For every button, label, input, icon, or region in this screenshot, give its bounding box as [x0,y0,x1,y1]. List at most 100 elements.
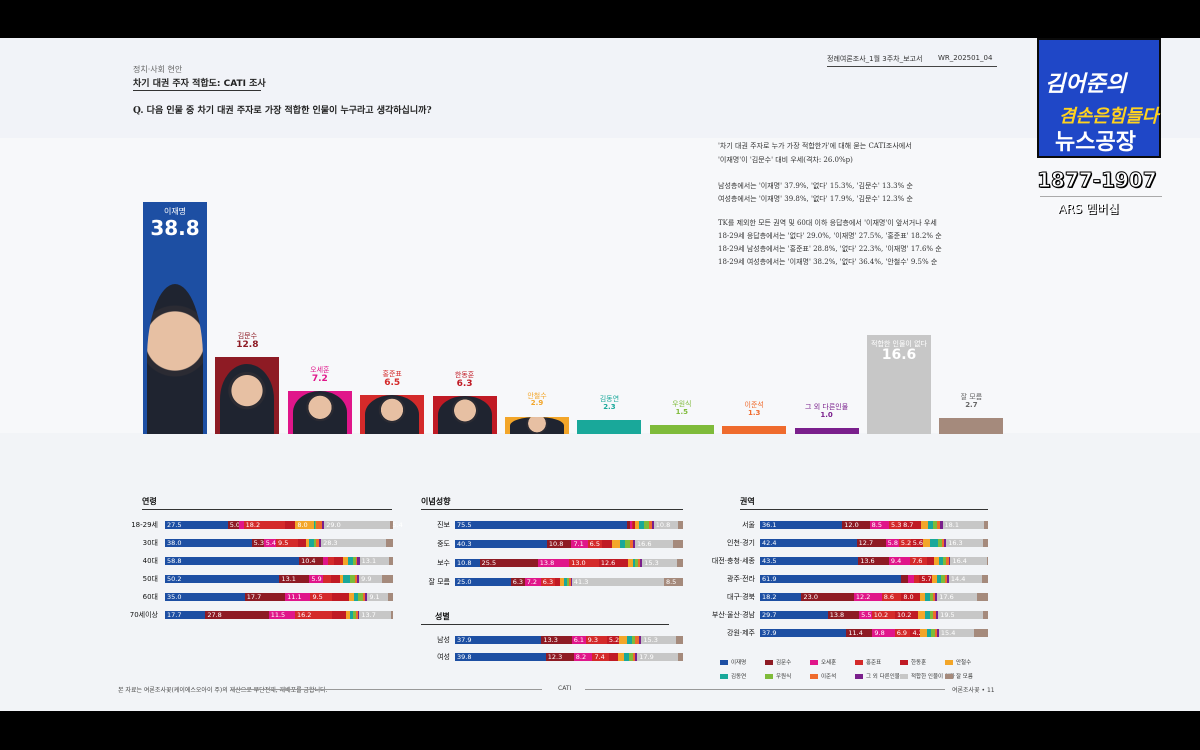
row-label: 진보 [437,521,450,529]
bar-label-이재명: 이재명 38.8 [143,207,207,239]
segment-잘 모름 [390,611,393,619]
segment-label: 9.5 [278,539,289,547]
segment-적합한 인물이 없다: 17.6 [937,593,978,601]
segment-그 외 다른인물 [319,539,322,547]
stacked-bar: 42.4 12.7 5.8 5.2 5.6 16.3 [760,539,988,547]
segment-잘 모름: 8.5 [663,578,683,586]
segment-label: 18.2 [762,593,777,601]
legend-swatch [765,659,773,665]
footer-method: CATI [558,685,572,692]
segment-우원식 [941,575,945,583]
portrait-홍준표 [365,395,420,434]
breakdown-rule [740,509,988,510]
segment-그 외 다른인물 [944,539,947,547]
ars-divider [1040,196,1162,197]
segment-우원식 [931,629,935,637]
segment-적합한 인물이 없다: 15.3 [642,559,678,567]
segment-안철수 [919,593,926,601]
bar-value: 6.3 [456,379,473,390]
bar-label-홍준표: 홍준표 6.5 [350,370,434,389]
segment-label: 13.8 [829,611,845,619]
segment-안철수 [934,557,939,565]
row-label: 30대 [142,539,158,547]
bar-value: 6.5 [384,377,401,388]
row-label: 60대 [142,593,158,601]
segment-적합한 인물이 없다: 14.4 [948,575,982,583]
segment-이재명: 38.0 [165,539,252,547]
segment-안철수 [611,540,620,548]
breakdown-title-이념성향: 이념성향 [421,497,451,506]
segment-적합한 인물이 없다: 16.3 [946,539,984,547]
breakdown-title-연령: 연령 [142,497,157,506]
segment-label: 17.6 [939,593,954,601]
legend-swatch [855,673,863,679]
segment-김동연 [309,539,314,547]
legend-swatch [720,659,728,665]
segment-적합한 인물이 없다: 9.1 [367,593,389,601]
segment-우원식 [567,578,570,586]
row-label: 70세이상 [129,611,158,619]
segment-안철수 [920,521,928,529]
bar-name: 오세훈 [310,365,330,374]
segment-적합한 인물이 없다: 10.8 [653,521,679,529]
segment-label: 4.2 [912,629,923,637]
stacked-bar: 17.7 27.8 11.5 16.2 13.7 [165,611,393,619]
portrait-김문수 [220,363,275,434]
legend-label: 안철수 [956,660,972,666]
bar-label-그 외 다른인물: 그 외 다른인물 1.0 [785,403,869,419]
bar-value: 2.9 [530,399,544,408]
bar-김동연 [577,420,642,434]
segment-오세훈: 9.4 [888,557,911,565]
phone-number: 1877-1907 [1037,168,1158,193]
segment-우원식 [353,557,356,565]
segment-label: 11.4 [848,629,863,637]
footer-disclaimer: 본 자료는 여론조사꽃(케이에스오아이 주)의 재산으로 무단전재, 재배포를 … [118,687,328,694]
segment-label: 23.0 [803,593,818,601]
segment-이재명: 27.5 [165,521,228,529]
segment-label: 61.9 [762,575,777,583]
segment-김문수: 10.4 [299,557,323,565]
segment-label: 13.6 [860,557,875,565]
segment-그 외 다른인물 [638,636,642,644]
bar-label-안철수: 안철수 2.9 [495,392,579,408]
segment-오세훈: 12.2 [853,593,882,601]
segment-김동연 [936,575,942,583]
legend-swatch [720,673,728,679]
segment-안철수 [923,539,931,547]
segment-label: 9.5 [312,593,323,601]
note-line-7: 18-29세 남성층에서는 '홍준표' 28.8%, '없다' 22.3%, '… [718,245,942,253]
segment-김동연 [938,557,944,565]
segment-잘 모름 [389,557,393,565]
bar-label-적합한 인물이 없다: 적합한 인물이 없다 16.6 [867,339,931,364]
segment-이재명: 75.5 [455,521,628,529]
segment-이준석 [637,559,641,567]
segment-label: 6.5 [589,540,601,548]
bar-name: 김문수 [237,332,258,341]
segment-그 외 다른인물 [652,521,654,529]
segment-우원식 [353,611,356,619]
segment-label: 6.9 [896,629,908,637]
note-line-4: 여성층에서는 '이재명' 39.8%, '없다' 17.9%, '김문수' 12… [718,195,913,203]
segment-이재명: 25.0 [455,578,511,586]
segment-적합한 인물이 없다: 17.9 [637,653,679,661]
segment-한동훈: 10.2 [894,611,919,619]
row-label: 잘 모름 [428,578,450,586]
segment-label: 6.1 [573,636,585,644]
segment-label: 36.1 [762,521,777,529]
segment-김문수: 12.7 [856,539,886,547]
legend-label: 한동훈 [911,660,927,666]
segment-한동훈 [554,578,561,586]
stacked-bar: 27.5 5.0 18.2 8.0 29.0 5.4 [165,521,403,529]
segment-label: 38.0 [167,539,182,547]
segment-오세훈 [239,521,244,529]
note-line-8: 18-29세 여성층에서는 '이재명' 38.2%, '없다' 36.4%, '… [718,258,938,266]
segment-이준석 [569,578,571,586]
segment-김문수: 11.4 [846,629,873,637]
segment-잘 모름 [977,593,988,601]
legend-item-우원식: 우원식 [765,672,791,680]
segment-그 외 다른인물 [948,557,951,565]
bar-적합한 인물이 없다 [867,334,931,434]
bar-name: 적합한 인물이 없다 [871,339,927,348]
segment-label: 13.1 [361,557,377,565]
segment-홍준표: 7.6 [910,557,928,565]
